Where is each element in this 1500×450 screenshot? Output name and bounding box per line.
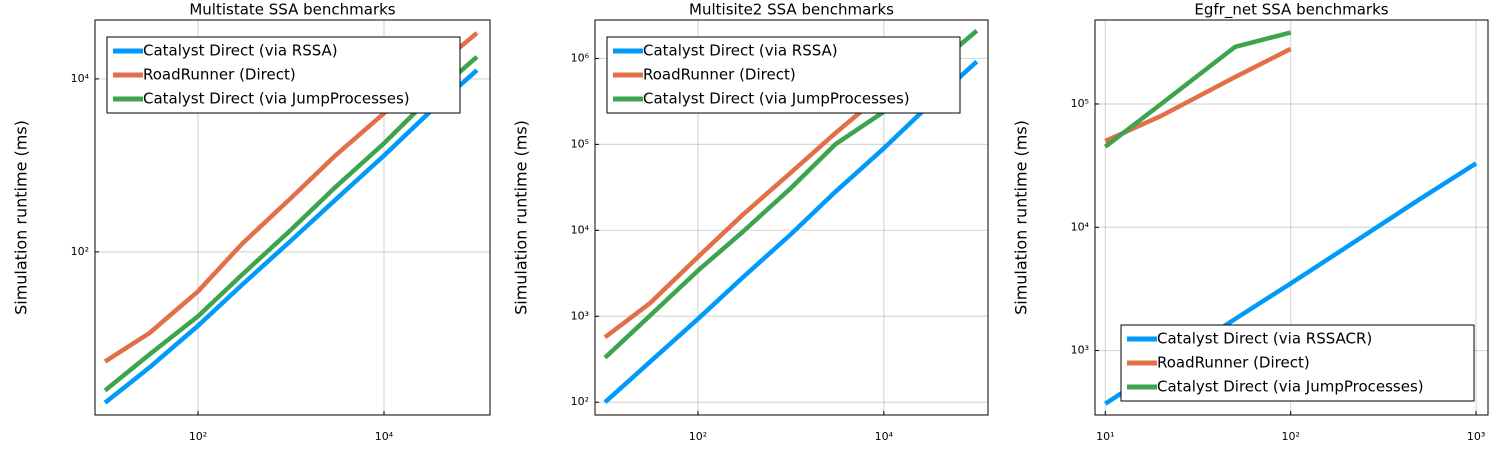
legend-label: RoadRunner (Direct) bbox=[643, 66, 796, 84]
legend-label: Catalyst Direct (via JumpProcesses) bbox=[143, 90, 410, 108]
y-axis-label: Simulation runtime (ms) bbox=[12, 120, 31, 315]
y-tick-label: 10⁴ bbox=[571, 223, 590, 236]
plot-frame bbox=[1094, 19, 1489, 416]
legend-label: Catalyst Direct (via RSSA) bbox=[643, 42, 838, 60]
x-tick-label: 10² bbox=[689, 430, 707, 443]
y-tick-label: 10⁶ bbox=[571, 51, 590, 64]
plot-frame bbox=[594, 19, 989, 416]
series-line bbox=[1103, 30, 1292, 149]
y-tick-label: 10³ bbox=[1071, 344, 1089, 357]
legend-label: RoadRunner (Direct) bbox=[143, 66, 296, 84]
legend-label: Catalyst Direct (via RSSA) bbox=[143, 42, 338, 60]
x-tick-label: 10³ bbox=[1467, 430, 1485, 443]
x-tick-label: 10² bbox=[189, 430, 207, 443]
series-line bbox=[103, 68, 479, 405]
chart-title: Multisite2 SSA benchmarks bbox=[689, 1, 894, 19]
series-line bbox=[1104, 46, 1292, 144]
x-tick-label: 10² bbox=[1281, 430, 1299, 443]
y-tick-label: 10⁴ bbox=[1071, 220, 1090, 233]
legend-label: RoadRunner (Direct) bbox=[1157, 354, 1310, 372]
y-tick-label: 10⁵ bbox=[1071, 97, 1089, 110]
series-line bbox=[103, 55, 479, 393]
legend-label: Catalyst Direct (via JumpProcesses) bbox=[1157, 378, 1424, 396]
y-axis-label: Simulation runtime (ms) bbox=[512, 120, 531, 315]
chart-title: Egfr_net SSA benchmarks bbox=[1194, 1, 1388, 20]
plot-frame bbox=[94, 19, 491, 416]
y-tick-label: 10³ bbox=[571, 309, 589, 322]
y-axis-label: Simulation runtime (ms) bbox=[1012, 120, 1031, 315]
y-tick-label: 10⁴ bbox=[71, 72, 90, 85]
y-tick-label: 10² bbox=[571, 395, 589, 408]
legend-label: Catalyst Direct (via RSSACR) bbox=[1157, 330, 1372, 348]
x-tick-label: 10⁴ bbox=[875, 430, 894, 443]
chart-title: Multistate SSA benchmarks bbox=[189, 1, 395, 19]
legend-label: Catalyst Direct (via JumpProcesses) bbox=[643, 90, 910, 108]
y-tick-label: 10⁵ bbox=[571, 137, 589, 150]
legend-box bbox=[606, 36, 961, 114]
legend-box bbox=[1120, 324, 1475, 402]
legend-box bbox=[106, 36, 461, 114]
series-line bbox=[603, 90, 886, 340]
y-tick-label: 10² bbox=[71, 245, 89, 258]
x-tick-label: 10⁴ bbox=[375, 430, 394, 443]
series-line bbox=[603, 59, 979, 404]
x-tick-label: 10¹ bbox=[1096, 430, 1114, 443]
